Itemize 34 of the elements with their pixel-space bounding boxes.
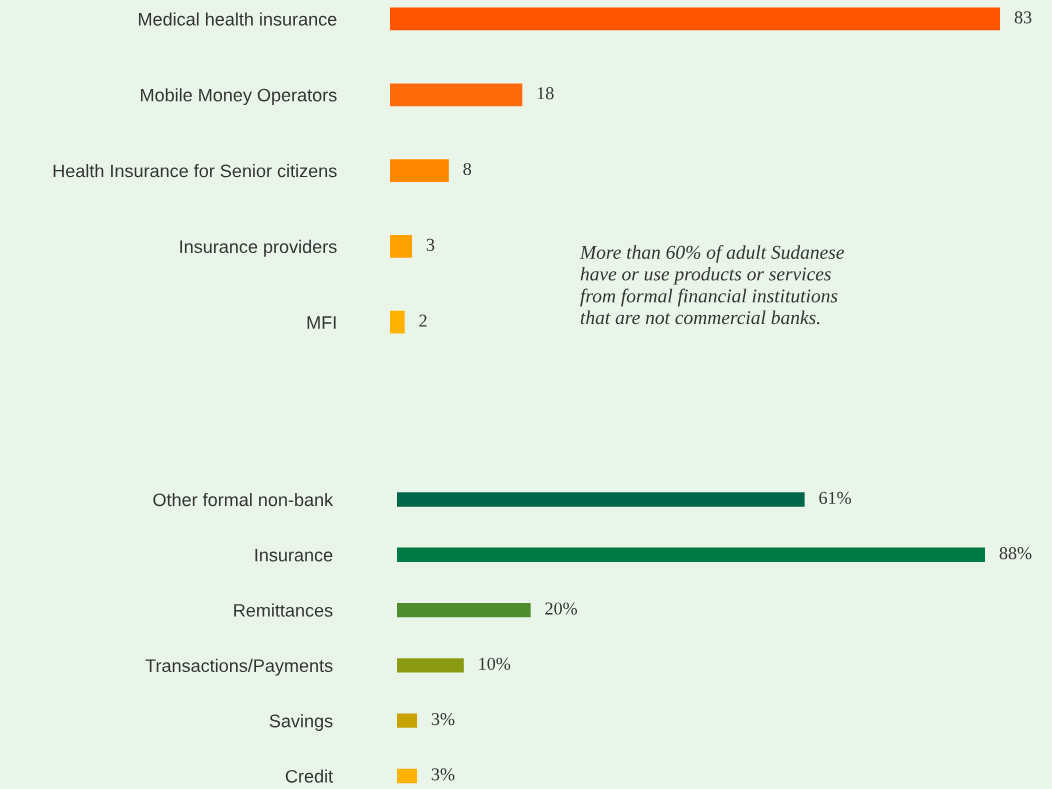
- y-tick-label: Savings: [269, 714, 333, 731]
- data-label: 18: [537, 87, 554, 100]
- y-tick-label: MFI: [307, 316, 336, 329]
- bar: [397, 713, 418, 728]
- y-tick-label: Medical health insurance: [138, 12, 337, 26]
- y-tick-label: Mobile Money Operators: [141, 88, 337, 106]
- bar: [397, 602, 531, 618]
- data-label: 88%: [999, 547, 1032, 560]
- bar: [390, 7, 1001, 31]
- bar: [397, 492, 805, 507]
- data-label: 3: [426, 238, 435, 251]
- data-label: 83: [1014, 11, 1032, 24]
- bar: [390, 235, 413, 258]
- y-tick-label: Health Insurance for Senior citizens: [53, 164, 337, 178]
- bar: [390, 159, 449, 182]
- y-tick-label: Insurance: [255, 548, 333, 562]
- data-label: 8: [463, 162, 472, 176]
- y-tick-label: Credit: [285, 769, 333, 783]
- bar: [397, 547, 986, 562]
- data-label: 3%: [431, 768, 455, 781]
- y-tick-label: Transactions/Payments: [145, 658, 333, 676]
- data-label: 2: [419, 314, 427, 327]
- bar: [397, 658, 464, 673]
- y-tick-label: Other formal non-bank: [153, 492, 334, 507]
- bar: [390, 310, 405, 334]
- data-label: 3%: [431, 713, 455, 726]
- data-label: 20%: [545, 602, 578, 615]
- annotation: More than 60% of adult Sudanese have or use products or services from formal financial institutions that are not commercial banks.: [579, 245, 844, 325]
- bar: [390, 83, 523, 107]
- y-tick-label: Insurance providers: [180, 239, 337, 257]
- data-label: 10%: [479, 657, 511, 670]
- y-tick-label: Remittances: [234, 603, 333, 617]
- bar: [397, 768, 418, 784]
- data-label: 61%: [819, 491, 852, 505]
